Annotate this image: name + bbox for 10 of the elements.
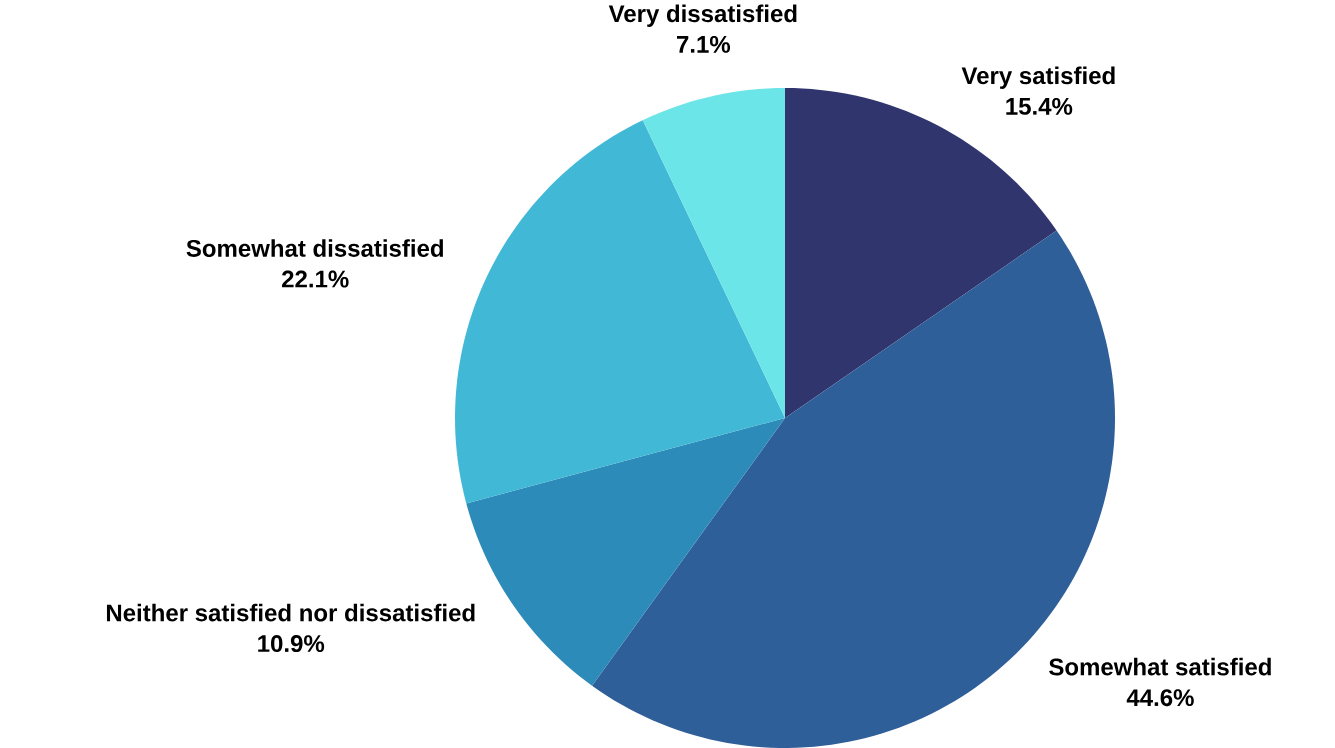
data-label: 7.1% [677, 35, 731, 53]
slice-label: Very satisfied [961, 66, 1115, 89]
data-label: 15.4% [1006, 97, 1073, 115]
data-label: 10.9% [258, 635, 325, 653]
slice-label: Somewhat dissatisfied [186, 239, 443, 257]
slice-label: Very dissatisfied [608, 4, 797, 27]
slice-label: Somewhat satisfied [1049, 657, 1271, 676]
slice-label: Neither satisfied nor dissatisfied [106, 603, 475, 622]
data-label: 22.1% [282, 270, 349, 288]
data-label: 44.6% [1126, 689, 1194, 707]
